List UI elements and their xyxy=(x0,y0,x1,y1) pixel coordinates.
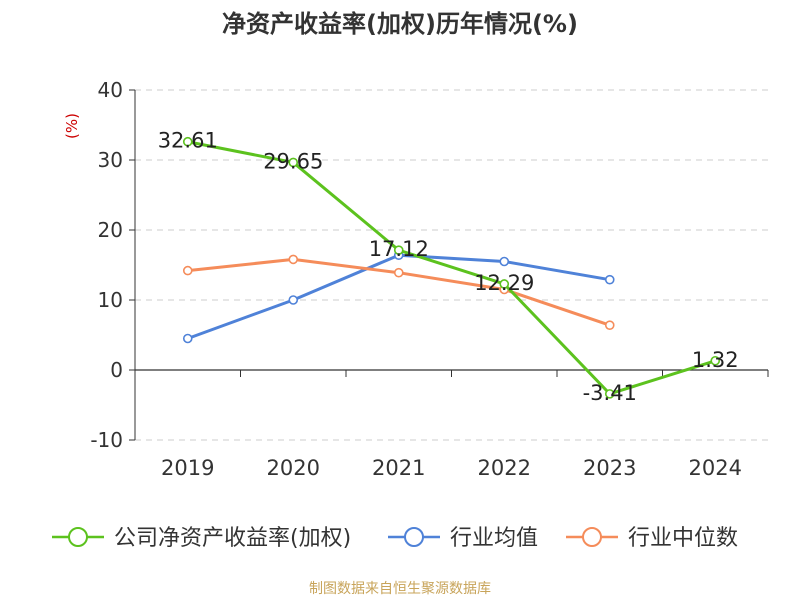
data-label: -3.41 xyxy=(583,381,637,405)
data-label: 29.65 xyxy=(263,149,323,173)
data-point[interactable] xyxy=(288,295,299,305)
legend-marker-icon xyxy=(582,527,602,547)
legend-label: 行业中位数 xyxy=(628,526,738,551)
y-tick-label: 0 xyxy=(110,358,123,382)
data-label: 32.61 xyxy=(158,129,218,153)
data-point[interactable] xyxy=(710,355,721,366)
legend-item[interactable]: 行业均值 xyxy=(388,526,538,551)
y-tick-label: 20 xyxy=(98,218,123,242)
data-point[interactable] xyxy=(393,267,404,278)
data-point[interactable] xyxy=(604,320,615,331)
legend-marker-icon xyxy=(404,527,424,547)
legend[interactable]: 公司净资产收益率(加权) 行业均值 行业中位数 xyxy=(52,526,738,551)
y-axis-label: (%) xyxy=(63,113,81,139)
data-label: 1.32 xyxy=(692,348,739,372)
y-tick-label: 10 xyxy=(98,288,123,312)
x-tick-label: 2024 xyxy=(689,456,742,480)
data-labels: 32.61 29.65 17.12 12.29 -3.41 1.32 xyxy=(158,129,739,405)
data-label: 12.29 xyxy=(474,271,534,295)
y-tick-label: 30 xyxy=(98,148,123,172)
legend-marker-icon xyxy=(68,527,88,547)
x-tick-label: 2020 xyxy=(267,456,320,480)
y-tick-label: 40 xyxy=(98,78,123,102)
x-tick-label: 2023 xyxy=(583,456,636,480)
legend-item[interactable]: 行业中位数 xyxy=(566,526,738,551)
data-point[interactable] xyxy=(499,256,510,267)
data-point[interactable] xyxy=(182,333,193,344)
data-point[interactable] xyxy=(499,279,510,289)
data-point[interactable] xyxy=(604,274,615,285)
axes: -10 0 10 20 30 40 2019 2020 2021 2022 2023 2024 xyxy=(90,78,769,480)
data-point[interactable] xyxy=(393,245,404,255)
data-point[interactable] xyxy=(182,265,193,276)
data-point[interactable] xyxy=(604,389,615,399)
line-chart: -10 0 10 20 30 40 2019 2020 2021 2022 2023 2024 (%)… xyxy=(52,78,769,551)
data-point[interactable] xyxy=(288,157,299,168)
series-lines xyxy=(182,136,721,399)
y-tick-label: -10 xyxy=(90,428,123,452)
x-tick-label: 2022 xyxy=(478,456,531,480)
x-tick-label: 2019 xyxy=(161,456,214,480)
x-tick-label: 2021 xyxy=(372,456,425,480)
legend-label: 行业均值 xyxy=(450,526,538,551)
chart-title: 净资产收益率(加权)历年情况(%) xyxy=(222,10,578,38)
data-point[interactable] xyxy=(288,254,299,265)
source-note: 制图数据来自恒生聚源数据库 xyxy=(309,581,491,597)
data-point[interactable] xyxy=(182,136,193,147)
legend-label: 公司净资产收益率(加权) xyxy=(114,526,351,551)
series-line xyxy=(187,140,716,396)
data-label: 17.12 xyxy=(369,237,429,261)
legend-item[interactable]: 公司净资产收益率(加权) xyxy=(52,526,351,551)
